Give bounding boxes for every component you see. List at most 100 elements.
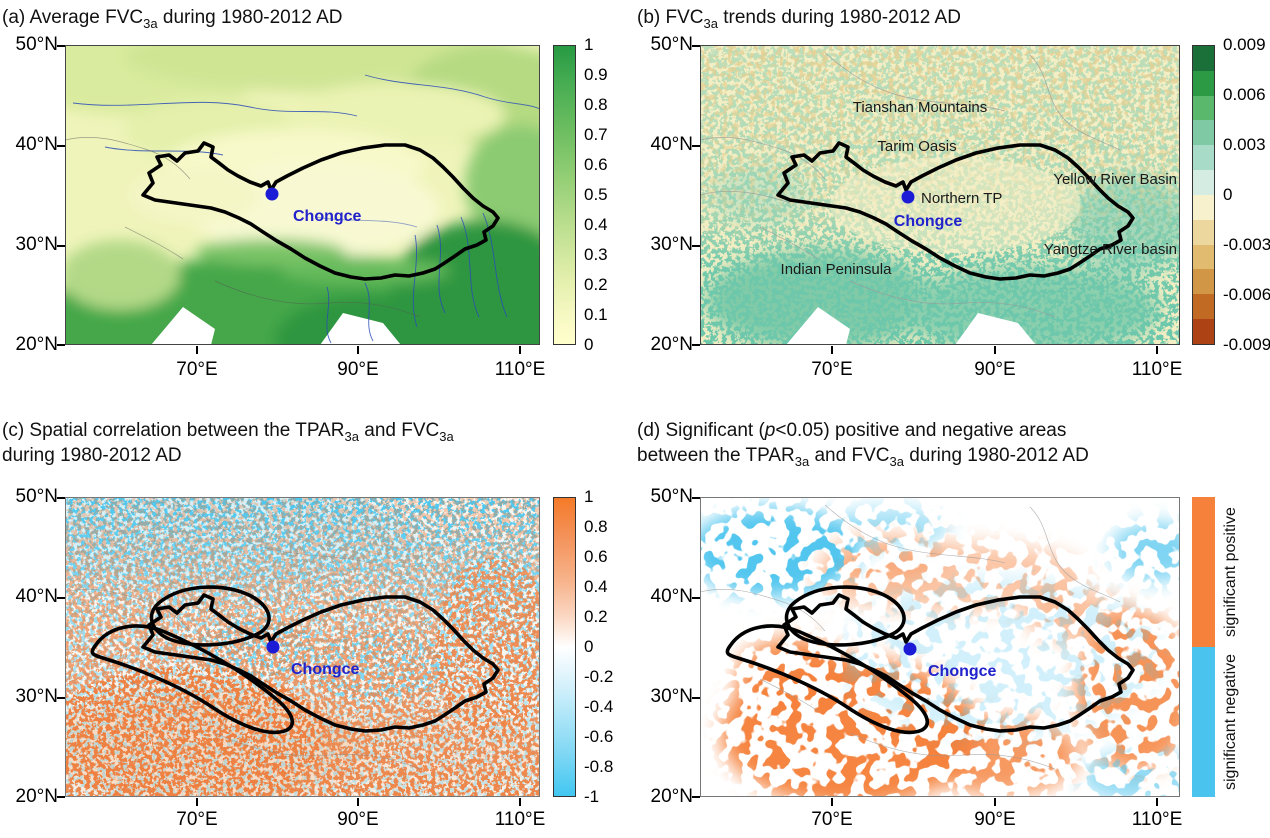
axis-tick <box>692 697 700 699</box>
axis-tick <box>692 597 700 599</box>
colorbar-a <box>553 45 576 345</box>
river-lines <box>72 74 540 344</box>
axis-tick <box>57 697 65 699</box>
x-axis-tick-label: 70°E <box>811 359 853 380</box>
y-axis-tick-label: 20°N <box>650 334 693 355</box>
colorbar-d-positive <box>1192 497 1215 647</box>
axis-tick <box>57 344 65 346</box>
colorbar-c-tick: -0.2 <box>584 667 614 686</box>
legend-label-significant-negative: significant negative <box>1222 653 1239 791</box>
x-axis-tick-label: 90°E <box>337 809 379 830</box>
colorbar-b-segment <box>1193 319 1214 344</box>
boundary-lines <box>65 504 421 770</box>
x-axis-tick-label: 90°E <box>974 809 1016 830</box>
x-axis-tick-label: 110°E <box>1131 809 1183 830</box>
x-axis-tick-label: 90°E <box>974 359 1016 380</box>
tibetan-plateau-outline <box>776 593 1135 733</box>
colorbar-a-tick: 0.2 <box>584 275 608 294</box>
colorbar-b-tick: -0.009 <box>1223 335 1270 354</box>
y-axis-tick-label: 40°N <box>650 134 693 155</box>
legend-label-significant-positive: significant positive <box>1222 507 1239 637</box>
axis-tick <box>57 245 65 247</box>
region-label-northern-tp: Northern TP <box>921 190 1002 207</box>
chongce-marker-dot <box>265 187 279 201</box>
x-axis-tick-label: 70°E <box>176 809 218 830</box>
y-axis-tick-label: 30°N <box>650 686 693 707</box>
sub-basin-outline-southwest <box>90 624 295 735</box>
colorbar-b-tick: 0 <box>1223 185 1233 204</box>
colorbar-b-segment <box>1193 95 1214 121</box>
axis-tick <box>357 346 359 354</box>
colorbar-b-segment <box>1193 170 1214 195</box>
map-frame <box>65 497 540 797</box>
map-frame <box>700 45 1180 345</box>
chongce-label: Chongce <box>928 663 997 680</box>
ocean-area <box>955 313 1036 345</box>
sub-basin-outline-north <box>149 585 271 647</box>
boundary-lines <box>65 136 421 318</box>
panel-b-title: (b) FVC3a trends during 1980-2012 AD <box>637 7 961 31</box>
ocean-area <box>786 307 850 345</box>
colorbar-a-tick: 0.3 <box>584 245 608 264</box>
panel-c-title: (c) Spatial correlation between the TPAR… <box>2 420 454 466</box>
subscript: 3a <box>703 15 718 31</box>
x-axis-tick-label: 110°E <box>1131 359 1183 380</box>
colorbar-a-tick: 0.1 <box>584 305 608 324</box>
axis-tick <box>519 798 521 806</box>
chongce-marker-dot <box>266 640 280 654</box>
colorbar-c-tick: 0.2 <box>584 607 608 626</box>
tibetan-plateau-outline <box>141 593 500 733</box>
y-axis-tick-label: 20°N <box>15 786 58 807</box>
axis-tick <box>692 245 700 247</box>
ocean-area <box>151 307 215 345</box>
axis-tick <box>994 346 996 354</box>
colorbar-d-negative <box>1192 647 1215 797</box>
panel-a-title: (a) Average FVC3a during 1980-2012 AD <box>2 7 343 31</box>
colorbar-b-segment <box>1193 219 1214 245</box>
tibetan-plateau-outline <box>141 141 500 281</box>
colorbar-c-tick: 0.4 <box>584 577 608 596</box>
colorbar-c-tick: 0 <box>584 637 594 656</box>
colorbar-a-tick: 0.7 <box>584 125 608 144</box>
x-axis-tick-label: 90°E <box>337 359 379 380</box>
boundary-lines <box>700 52 1121 318</box>
colorbar-a-tick: 0 <box>584 335 594 354</box>
y-axis-tick-label: 50°N <box>15 34 58 55</box>
y-axis-tick-label: 30°N <box>15 234 58 255</box>
map-panel-c: Chongce <box>65 497 540 797</box>
colorbar-b-segment <box>1193 294 1214 320</box>
subscript: 3a <box>143 15 158 31</box>
axis-tick <box>519 346 521 354</box>
axis-tick <box>57 45 65 47</box>
y-axis-tick-label: 20°N <box>650 786 693 807</box>
axis-tick <box>357 798 359 806</box>
axis-tick <box>692 145 700 147</box>
y-axis-tick-label: 50°N <box>15 486 58 507</box>
axis-tick <box>57 597 65 599</box>
region-label-tianshan: Tianshan Mountains <box>853 99 988 116</box>
colorbar-b-segment <box>1193 269 1214 295</box>
colorbar-b-segment <box>1193 46 1214 71</box>
colorbar-c-tick: -0.8 <box>584 757 614 776</box>
colorbar-b-segment <box>1193 244 1214 270</box>
colorbar-c-tick: 0.6 <box>584 547 608 566</box>
italic-p: p <box>764 420 776 441</box>
colorbar-a-tick: 0.9 <box>584 65 608 84</box>
axis-tick <box>692 344 700 346</box>
subscript: 3a <box>344 428 359 444</box>
colorbar-b-tick: 0.006 <box>1223 85 1266 104</box>
y-axis-tick-label: 50°N <box>650 34 693 55</box>
region-outlines <box>90 585 500 735</box>
boundary-lines <box>700 504 1121 770</box>
colorbar-b <box>1192 45 1215 345</box>
map-panel-a: Chongce <box>65 45 540 345</box>
colorbar-b-segment <box>1193 145 1214 171</box>
chongce-label: Chongce <box>291 661 360 678</box>
map-frame <box>65 45 540 345</box>
axis-tick <box>692 45 700 47</box>
x-axis-tick-label: 110°E <box>494 809 546 830</box>
colorbar-b-tick: -0.003 <box>1223 235 1270 254</box>
subscript: 3a <box>439 428 454 444</box>
x-axis-tick-label: 70°E <box>176 359 218 380</box>
axis-tick <box>1156 346 1158 354</box>
